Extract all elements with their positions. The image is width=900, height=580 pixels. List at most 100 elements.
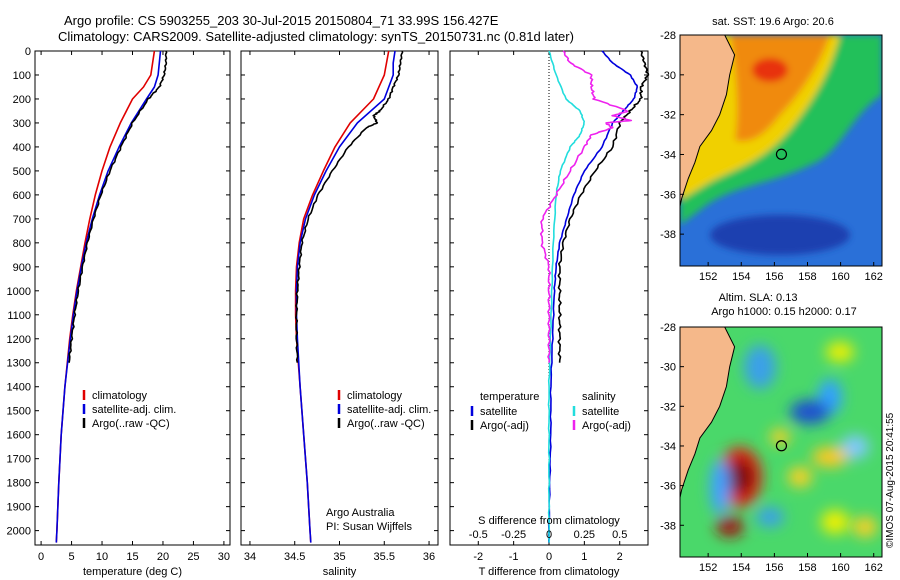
sla-eddy — [841, 435, 869, 459]
legend-label: Argo(-adj) — [480, 420, 529, 432]
legend-label: satellite-adj. clim. — [347, 404, 431, 416]
map-field — [680, 35, 882, 266]
x-tick-label: 1 — [581, 551, 587, 563]
plot-frame — [34, 50, 231, 546]
x-axis-label: salinity — [323, 566, 357, 578]
x-tick-label: 30 — [218, 551, 230, 563]
map-panels: 152 154 156 158 160 162 -30 -32 -34 -36 -38 -28 sat.… — [660, 16, 883, 574]
sst-hot-spot — [752, 58, 788, 82]
x-tick-label: 160 — [831, 562, 849, 574]
x-tick-label: 162 — [865, 562, 883, 574]
sla-eddy — [716, 517, 744, 537]
x-tick-label: -1 — [509, 551, 519, 563]
y-tick-label: -38 — [660, 229, 676, 241]
x-tick-label-s: 0 — [546, 529, 552, 541]
x-tick-label: 158 — [798, 271, 816, 283]
y-tick-label: -36 — [660, 481, 676, 493]
x-axis-label: temperature (deg C) — [83, 566, 182, 578]
y-tick-label: 1800 — [7, 478, 31, 490]
sla-eddy — [726, 459, 754, 495]
y-tick-label: 300 — [13, 118, 31, 130]
x-tick-label: 154 — [732, 562, 750, 574]
y-tick-label: -32 — [660, 401, 676, 413]
series-temperature: climatology satellite-adj. clim. Argo(..ra… — [55, 50, 176, 543]
x-tick-label: 0 — [546, 551, 552, 563]
title-line-2: Climatology: CARS2009. Satellite-adjuste… — [58, 29, 574, 44]
x-tick-label: 158 — [798, 562, 816, 574]
map-sst_map: 152 154 156 158 160 162 -30 -32 -34 -36 -38 -28 sat.… — [660, 16, 883, 283]
y-tick-label: -36 — [660, 189, 676, 201]
map-title: sat. SST: 19.6 Argo: 20.6 — [712, 16, 834, 28]
x-tick-label-s: -0.25 — [501, 529, 526, 541]
y-tick-label: 800 — [13, 238, 31, 250]
sla-eddy — [770, 429, 790, 445]
legend-header: salinity — [582, 391, 616, 403]
title-line-1: Argo profile: CS 5903255_203 30-Jul-2015… — [64, 13, 499, 28]
x-tick-label: 156 — [765, 562, 783, 574]
x-tick-label-s: -0.5 — [469, 529, 488, 541]
x-tick-label: 156 — [765, 271, 783, 283]
y-tick-label: -38 — [660, 520, 676, 532]
y-tick-label: 100 — [13, 70, 31, 82]
series-line — [539, 50, 633, 363]
legend-label: Argo(..raw -QC) — [347, 418, 425, 430]
x-tick-label: 25 — [187, 551, 199, 563]
x-axis-label: T difference from climatology — [479, 566, 620, 578]
series-line — [295, 50, 404, 363]
y-tick-label: 2000 — [7, 526, 31, 538]
y-tick-label: -32 — [660, 110, 676, 122]
sla-eddy — [744, 345, 776, 389]
x-tick-label: 154 — [732, 271, 750, 283]
y-tick-label: -30 — [660, 362, 676, 374]
x-tick-label: 152 — [699, 562, 717, 574]
y-tick-label: -28 — [660, 322, 676, 334]
coastline — [680, 35, 736, 207]
panel-temperature: 0100200300400500600700800900100011001200… — [7, 46, 231, 578]
series-line — [557, 50, 650, 363]
series-difference: -0.5 -0.25 0 0.25 0.5 S difference from clima… — [469, 50, 650, 545]
x-tick-label: 34 — [244, 551, 256, 563]
y-tick-label: 400 — [13, 142, 31, 154]
y-tick-label: 1600 — [7, 430, 31, 442]
legend-header: temperature — [480, 391, 539, 403]
y-tick-label: 1300 — [7, 358, 31, 370]
sla-eddy — [710, 459, 730, 515]
x-tick-label: 35 — [333, 551, 345, 563]
sla-eddy — [790, 400, 830, 424]
y-tick-label: -34 — [660, 149, 676, 161]
map-title: Altim. SLA: 0.13 — [719, 292, 798, 304]
legend-label: Argo(..raw -QC) — [92, 418, 170, 430]
y-tick-label: 600 — [13, 190, 31, 202]
x-tick-label: 10 — [96, 551, 108, 563]
x-tick-label: 152 — [699, 271, 717, 283]
y-tick-label: 1700 — [7, 454, 31, 466]
y-tick-label: 200 — [13, 94, 31, 106]
legend-label: climatology — [92, 390, 148, 402]
x-tick-label: 162 — [865, 271, 883, 283]
y-tick-label: 700 — [13, 214, 31, 226]
y-tick-label: -34 — [660, 441, 676, 453]
annotation-line: PI: Susan Wijffels — [326, 521, 412, 533]
x-tick-label: 15 — [126, 551, 138, 563]
map-title: Argo h1000: 0.15 h2000: 0.17 — [711, 306, 857, 318]
sla-eddies — [710, 342, 877, 537]
x-tick-label: 20 — [157, 551, 169, 563]
plot-frame — [240, 50, 439, 546]
land-mass — [680, 35, 735, 266]
x-tick-label: 34.5 — [284, 551, 305, 563]
y-tick-label: 1400 — [7, 382, 31, 394]
legend-label: Argo(-adj) — [582, 420, 631, 432]
coastline — [680, 327, 736, 498]
float-position-marker — [775, 440, 788, 452]
y-tick-label: 1200 — [7, 334, 31, 346]
y-tick-label: 1900 — [7, 502, 31, 514]
y-tick-label: 0 — [25, 46, 31, 58]
x-tick-label: 36 — [423, 551, 435, 563]
sst-orange-band — [730, 35, 830, 142]
sla-eddy — [853, 517, 877, 537]
sst-cool-patch — [710, 215, 850, 255]
legend-label: satellite-adj. clim. — [92, 404, 176, 416]
legend-label: satellite — [480, 406, 517, 418]
sla-eddy — [788, 467, 812, 487]
annotation-line: Argo Australia — [326, 507, 395, 519]
